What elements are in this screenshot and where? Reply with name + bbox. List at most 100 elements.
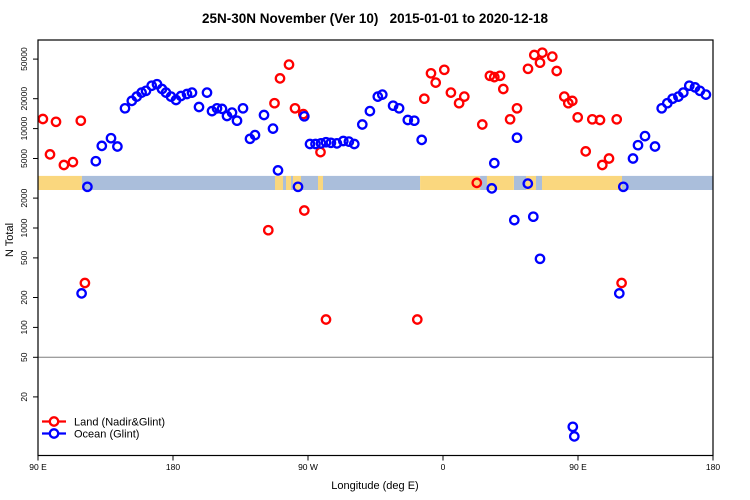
data-point: [356, 119, 368, 130]
data-point: [226, 107, 238, 118]
data-point: [617, 181, 629, 193]
data-point: [494, 70, 506, 82]
data-point: [146, 80, 158, 92]
data-point: [112, 141, 123, 152]
data-point: [310, 138, 321, 150]
svg-text:90 E: 90 E: [29, 462, 47, 472]
svg-text:10000: 10000: [19, 117, 29, 141]
legend-land-label: Land (Nadir&Glint): [74, 417, 165, 429]
data-point: [175, 90, 187, 102]
svg-text:50000: 50000: [19, 47, 29, 71]
data-point: [393, 102, 405, 114]
data-point: [364, 105, 376, 117]
data-point: [387, 100, 399, 112]
legend-item-ocean: Ocean (Glint): [42, 428, 139, 441]
data-point: [75, 115, 87, 127]
data-point: [580, 146, 592, 157]
data-point: [568, 431, 580, 442]
data-point: [497, 83, 509, 95]
data-point: [76, 288, 87, 299]
data-point: [67, 156, 79, 168]
data-point: [193, 101, 205, 113]
data-point: [536, 47, 548, 59]
data-point: [79, 277, 91, 289]
data-point: [181, 88, 193, 100]
data-point: [486, 183, 498, 194]
plot-border: [37, 39, 714, 457]
land-points: [37, 47, 627, 325]
data-point: [269, 97, 280, 109]
data-point: [376, 89, 388, 100]
data-point: [567, 421, 579, 433]
data-point: [534, 253, 546, 265]
data-point: [430, 77, 442, 88]
data-point: [304, 138, 316, 150]
data-point: [315, 146, 326, 158]
data-point: [700, 89, 712, 100]
data-point: [90, 155, 102, 167]
svg-text:180: 180: [706, 462, 720, 472]
svg-text:2000: 2000: [19, 188, 29, 207]
data-point: [274, 73, 286, 84]
data-point: [298, 110, 310, 122]
data-point: [408, 115, 420, 127]
legend: Land (Nadir&Glint) Ocean (Glint): [42, 416, 165, 441]
data-point: [594, 114, 606, 126]
svg-text:5000: 5000: [19, 149, 29, 168]
svg-text:1000: 1000: [19, 218, 29, 237]
svg-text:90 W: 90 W: [298, 462, 318, 472]
svg-text:200: 200: [19, 290, 29, 304]
axis-ticks: 90 E 180 90 W 0 90 E 180 20 50 100 200 500 1000 2000…: [19, 47, 720, 472]
legend-land-circle-marker: [48, 416, 60, 427]
data-point: [272, 165, 284, 176]
data-point: [522, 63, 534, 75]
data-point: [96, 140, 108, 152]
data-point: [216, 103, 228, 115]
data-point: [458, 91, 470, 102]
svg-text:20000: 20000: [19, 87, 29, 111]
data-point: [186, 87, 198, 98]
data-point: [546, 51, 558, 62]
data-point: [603, 153, 615, 164]
data-point: [683, 80, 695, 92]
legend-item-land: Land (Nadir&Glint): [42, 416, 165, 429]
data-point: [325, 137, 337, 149]
data-point: [201, 87, 213, 98]
data-point: [249, 129, 261, 141]
data-point: [50, 116, 62, 128]
data-point: [649, 141, 661, 152]
data-point: [445, 87, 457, 98]
data-point: [476, 119, 488, 130]
data-point: [411, 314, 423, 325]
data-point: [611, 113, 623, 125]
chart-title: 25N-30N November (Ver 10) 2015-01-01 to …: [202, 11, 548, 26]
data-point: [572, 111, 584, 123]
data-point: [343, 136, 355, 147]
y-axis-label: N Total: [4, 223, 16, 257]
land-ocean-band: [38, 175, 713, 190]
data-point: [289, 102, 301, 114]
data-point: [471, 177, 483, 189]
data-point: [416, 134, 428, 146]
data-point: [315, 138, 327, 149]
data-point: [418, 93, 430, 105]
data-point: [262, 224, 274, 236]
data-point: [511, 132, 523, 144]
data-point: [511, 102, 523, 114]
svg-text:90 E: 90 E: [569, 462, 587, 472]
data-point: [237, 102, 249, 114]
ocean-points: [76, 78, 712, 442]
data-point: [267, 123, 279, 134]
data-point: [37, 113, 49, 125]
data-point: [639, 130, 651, 142]
svg-text:180: 180: [166, 462, 180, 472]
data-point: [488, 157, 500, 169]
svg-text:500: 500: [19, 251, 29, 265]
data-point: [105, 132, 117, 144]
data-point: [551, 65, 563, 77]
data-point: [211, 102, 223, 114]
data-point: [82, 181, 93, 193]
data-point: [504, 113, 516, 125]
data-point: [508, 214, 520, 226]
